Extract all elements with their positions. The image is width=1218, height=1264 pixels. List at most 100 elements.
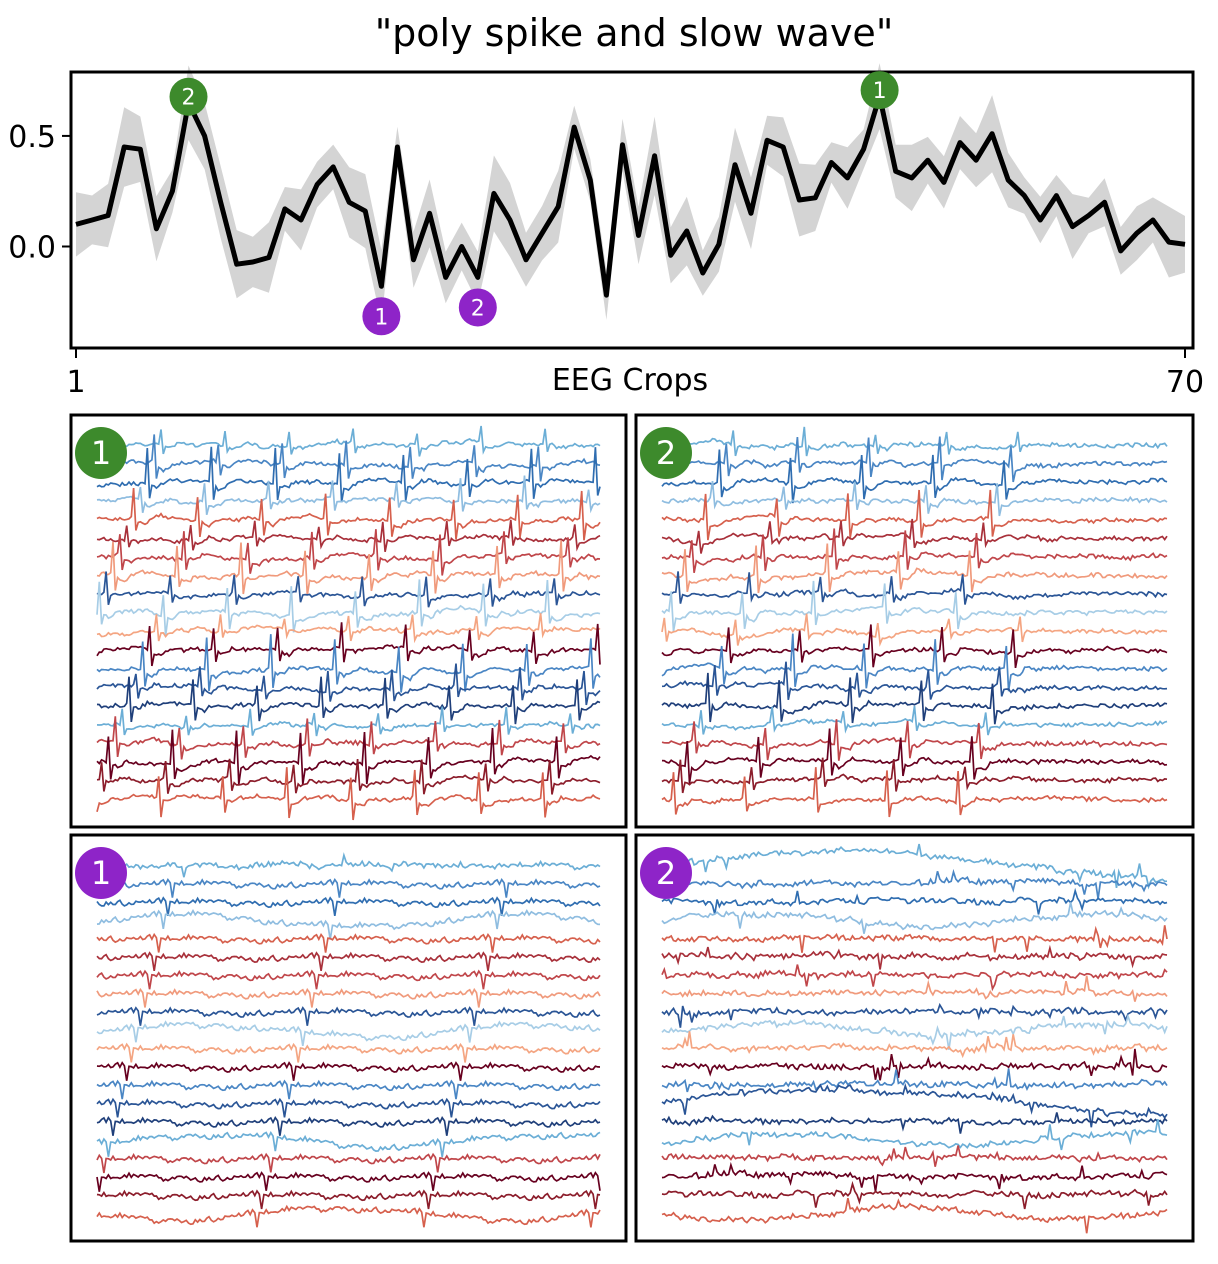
eeg-channel-trace	[661, 757, 1168, 794]
eeg-channel-trace	[96, 1061, 601, 1081]
eeg-channel-trace	[661, 719, 1168, 761]
eeg-panel-frame	[69, 413, 628, 829]
marker-label: 1	[873, 79, 887, 104]
eeg-channel-trace	[661, 624, 1168, 669]
eeg-channel-trace	[96, 852, 601, 878]
eeg-channel-trace	[661, 1180, 1168, 1210]
mean-score-chart: 0.5 0.0 1 70 EEG Crops 2 1 1 2	[8, 63, 1204, 400]
eeg-channel-trace	[661, 1031, 1168, 1059]
eeg-channel-trace	[96, 676, 601, 725]
marker-circle	[362, 297, 401, 336]
eeg-channel-trace	[96, 951, 601, 972]
eeg-channel-trace	[96, 1116, 601, 1136]
marker-layer: 2 1 1 2	[169, 71, 899, 336]
eeg-channel-trace	[661, 449, 1168, 504]
marker-badge-purple-2: 2	[458, 288, 497, 327]
eeg-channel-trace	[661, 728, 1168, 784]
eeg-panel-frame	[69, 833, 628, 1243]
eeg-channel-trace	[661, 543, 1168, 594]
eeg-channel-trace	[96, 1020, 601, 1047]
eeg-channel-trace	[96, 571, 601, 608]
panel-badge-circle	[640, 427, 692, 479]
eeg-channel-trace	[661, 489, 1168, 541]
eeg-channel-trace	[661, 580, 1168, 632]
eeg-channel-trace	[661, 528, 1168, 573]
x-axis-label: EEG Crops	[552, 363, 708, 398]
eeg-channel-trace	[661, 571, 1168, 605]
eeg-panel-frame	[634, 833, 1195, 1243]
eeg-channel-trace	[661, 1112, 1168, 1134]
eeg-channel-trace	[96, 663, 601, 706]
eeg-channel-trace	[96, 519, 601, 552]
panel-badge-label: 2	[656, 434, 676, 472]
eeg-panel-badge: 1	[75, 847, 127, 899]
eeg-channel-trace	[96, 634, 601, 693]
eeg-channel-trace	[661, 613, 1168, 647]
eeg-channel-trace	[96, 622, 601, 667]
eeg-channel-trace	[661, 1082, 1168, 1128]
eeg-channel-trace	[96, 767, 601, 821]
eeg-crop-panels: 1 2 1 2	[69, 413, 1195, 1243]
eeg-channel-trace	[661, 944, 1168, 970]
marker-label: 2	[471, 296, 485, 321]
eeg-channel-trace	[96, 716, 601, 760]
eeg-channel-trace	[661, 925, 1168, 953]
eeg-channel-trace	[661, 868, 1168, 899]
marker-circle	[860, 71, 899, 110]
eeg-channel-trace	[661, 705, 1168, 736]
marker-badge-purple-1: 1	[362, 297, 401, 336]
panel-badge-label: 1	[91, 854, 111, 892]
eeg-channel-trace	[661, 902, 1168, 934]
eeg-channel-trace	[661, 1198, 1168, 1234]
x-tick-label: 1	[66, 365, 85, 400]
eeg-panel-badge: 2	[640, 427, 692, 479]
eeg-channel-trace	[661, 661, 1168, 700]
eeg-channel-trace	[96, 1042, 601, 1063]
eeg-channel-trace	[96, 613, 601, 644]
panel-badge-circle	[640, 847, 692, 899]
eeg-channel-trace	[96, 579, 601, 637]
marker-circle	[169, 77, 208, 116]
eeg-channel-trace	[661, 1161, 1168, 1192]
eeg-channel-trace	[96, 488, 601, 541]
eeg-channel-trace	[96, 727, 601, 785]
eeg-channel-trace	[96, 1152, 601, 1174]
panel-badge-label: 2	[656, 854, 676, 892]
eeg-channel-trace	[96, 1079, 601, 1100]
eeg-channel-trace	[96, 1189, 601, 1210]
eeg-channel-trace	[96, 908, 601, 940]
panel-badge-circle	[75, 847, 127, 899]
eeg-channel-trace	[96, 529, 601, 576]
eeg-channel-trace	[661, 767, 1168, 818]
mean-line	[75, 93, 1186, 298]
eeg-channel-trace	[661, 843, 1168, 890]
top-plot-frame	[69, 70, 1195, 350]
eeg-panel-purple-1: 1	[69, 833, 628, 1243]
eeg-channel-trace	[661, 975, 1168, 1002]
eeg-channel-trace	[96, 434, 601, 482]
y-tick-label: 0.5	[8, 120, 56, 155]
eeg-channel-trace	[96, 987, 601, 1008]
eeg-channel-trace	[96, 758, 601, 795]
eeg-channel-trace	[661, 1068, 1168, 1093]
eeg-channel-trace	[96, 706, 601, 737]
eeg-channel-trace	[661, 1013, 1168, 1050]
eeg-channel-trace	[661, 672, 1168, 725]
eeg-channel-trace	[96, 1131, 601, 1158]
marker-circle	[458, 288, 497, 327]
eeg-channel-trace	[96, 877, 601, 898]
marker-label: 2	[182, 86, 196, 111]
eeg-panel-green-2: 2	[634, 413, 1195, 829]
eeg-channel-trace	[96, 1097, 601, 1118]
eeg-channel-trace	[661, 518, 1168, 554]
eeg-channel-trace	[96, 425, 601, 457]
marker-badge-green-2: 2	[169, 77, 208, 116]
panel-badge-label: 1	[91, 434, 111, 472]
marker-badge-green-1: 1	[860, 71, 899, 110]
eeg-channel-trace	[661, 1048, 1168, 1081]
eeg-channel-trace	[96, 1006, 601, 1026]
eeg-channel-trace	[661, 964, 1168, 992]
eeg-channel-trace	[661, 426, 1168, 457]
x-tick-label: 70	[1166, 365, 1204, 400]
